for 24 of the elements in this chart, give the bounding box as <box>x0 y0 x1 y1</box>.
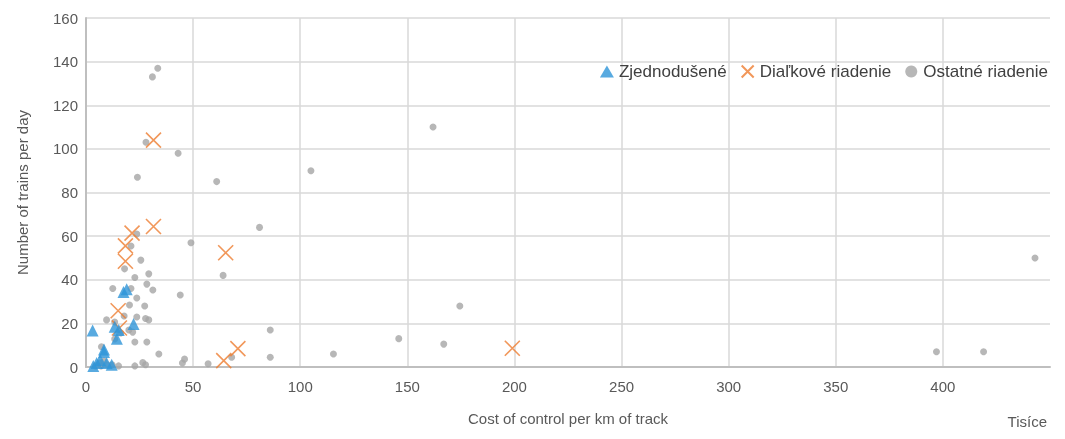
legend-label: Diaľkové riadenie <box>759 62 892 81</box>
x-tick-label: 300 <box>716 378 742 395</box>
y-tick-label: 80 <box>61 184 78 201</box>
x-tick-label: 100 <box>287 378 313 395</box>
y-tick-label: 100 <box>52 140 78 158</box>
text: Tisíce <box>1007 413 1047 430</box>
x-tick-label: 400 <box>930 378 956 395</box>
y-tick-label: 20 <box>61 314 78 332</box>
x-tick-label: 0 <box>81 378 91 395</box>
legend-label: Zjednodušené <box>618 62 727 81</box>
y-tick-label: 0 <box>69 358 78 376</box>
y-tick-label: 140 <box>52 53 78 71</box>
y-axis-title: Number of trains per day <box>14 109 31 276</box>
x-tick-label: 150 <box>394 378 420 395</box>
x-tick-label: 50 <box>184 378 202 395</box>
x-tick-label: 350 <box>823 378 849 395</box>
x-tick-label: 200 <box>501 378 527 395</box>
y-tick-label: 120 <box>52 96 78 114</box>
y-tick-label: 160 <box>52 9 78 27</box>
x-tick-label: 250 <box>609 378 635 395</box>
y-tick-label: 60 <box>61 227 78 245</box>
x-axis-title: Cost of control per km of track <box>467 410 669 427</box>
legend-label: Ostatné riadenie <box>923 62 1049 81</box>
y-tick-label: 40 <box>61 271 78 289</box>
